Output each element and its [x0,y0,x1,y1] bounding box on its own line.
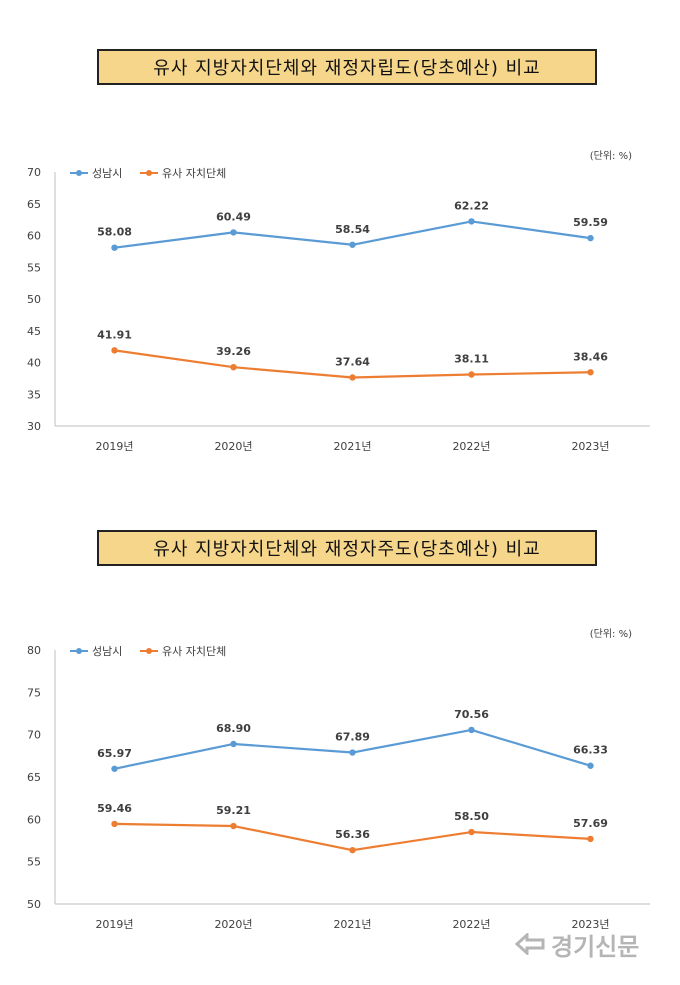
data-label: 67.89 [335,731,370,744]
chart1: 30 35 40 45 50 55 60 65 70 2019년 2020년 2021년 2022년 20… [0,140,680,470]
y-tick-label: 45 [27,325,41,338]
x-tick-label: 2023년 [571,918,609,931]
logo-icon [515,933,545,955]
legend-swatch-marker [76,648,82,654]
data-label: 37.64 [335,355,370,368]
x-tick-label: 2021년 [333,440,371,453]
data-label: 59.46 [97,802,132,815]
data-label: 59.21 [216,804,251,817]
y-tick-label: 65 [27,198,41,211]
data-label: 38.11 [454,353,489,366]
x-tick-label: 2019년 [95,918,133,931]
y-tick-label: 80 [27,644,41,657]
watermark-text: 경기신문 [551,932,640,961]
y-tick-label: 60 [27,813,41,826]
y-tick-label: 50 [27,898,41,911]
data-point [111,244,118,251]
x-tick-label: 2020년 [214,440,252,453]
y-tick-label: 40 [27,357,41,370]
data-point [349,241,356,248]
y-tick-label: 75 [27,686,41,699]
legend-swatch-marker [146,170,152,176]
data-label: 57.69 [573,817,608,830]
x-tick-label: 2021년 [333,918,371,931]
data-label: 41.91 [97,328,132,341]
data-point [587,762,594,769]
data-point [587,369,594,376]
data-point [468,828,475,836]
data-point [468,218,475,225]
data-point [349,749,356,756]
x-tick-label: 2020년 [214,918,252,931]
chart2-svg: 50 55 60 65 70 75 80 2019년 2020년 2021년 2022년 2023년 (… [27,627,650,931]
legend-swatch-marker [146,648,152,654]
y-tick-label: 65 [27,771,41,784]
data-label: 65.97 [97,747,132,760]
data-point [349,374,356,381]
data-point [349,846,356,854]
x-tick-label: 2023년 [571,440,609,453]
y-tick-label: 55 [27,261,41,274]
x-tick-label: 2022년 [452,440,490,453]
data-point [230,822,237,830]
x-tick-label: 2022년 [452,918,490,931]
data-point [111,347,118,354]
data-point [111,765,118,772]
data-point [587,835,594,843]
data-label: 58.50 [454,810,489,823]
data-label: 38.46 [573,350,608,363]
y-tick-label: 70 [27,166,41,179]
chart1-title: 유사 지방자치단체와 재정자립도(당초예산) 비교 [97,49,597,85]
x-tick-label: 2019년 [95,440,133,453]
data-label: 70.56 [454,708,489,721]
unit-label: (단위: %) [590,627,632,640]
data-label: 39.26 [216,345,251,358]
y-tick-label: 35 [27,388,41,401]
data-point [468,726,475,734]
data-point [230,229,237,236]
chart1-svg: 30 35 40 45 50 55 60 65 70 2019년 2020년 2021년 2022년 20… [27,149,650,453]
data-label: 58.54 [335,223,370,236]
y-tick-label: 30 [27,420,41,433]
legend-label: 성남시 [92,645,122,658]
chart2-title: 유사 지방자치단체와 재정자주도(당초예산) 비교 [97,530,597,566]
data-point [230,740,237,748]
y-tick-label: 70 [27,729,41,742]
data-label: 62.22 [454,199,489,212]
legend-label: 유사 자치단체 [162,645,226,658]
data-label: 58.08 [97,226,132,239]
data-point [468,371,475,378]
legend-swatch-marker [76,170,82,176]
y-tick-label: 55 [27,856,41,869]
data-label: 56.36 [335,828,370,841]
y-tick-label: 60 [27,230,41,243]
data-point [587,234,594,242]
chart2: 50 55 60 65 70 75 80 2019년 2020년 2021년 2022년 2023년 (… [0,618,680,948]
legend-label: 유사 자치단체 [162,167,226,180]
legend-label: 성남시 [92,167,122,180]
data-label: 66.33 [573,744,608,757]
unit-label: (단위: %) [590,149,632,162]
y-tick-label: 50 [27,293,41,306]
data-label: 59.59 [573,216,608,229]
data-point [111,820,118,828]
watermark: 경기신문 [515,928,640,961]
data-label: 68.90 [216,722,251,735]
data-label: 60.49 [216,210,251,223]
data-point [230,363,237,371]
